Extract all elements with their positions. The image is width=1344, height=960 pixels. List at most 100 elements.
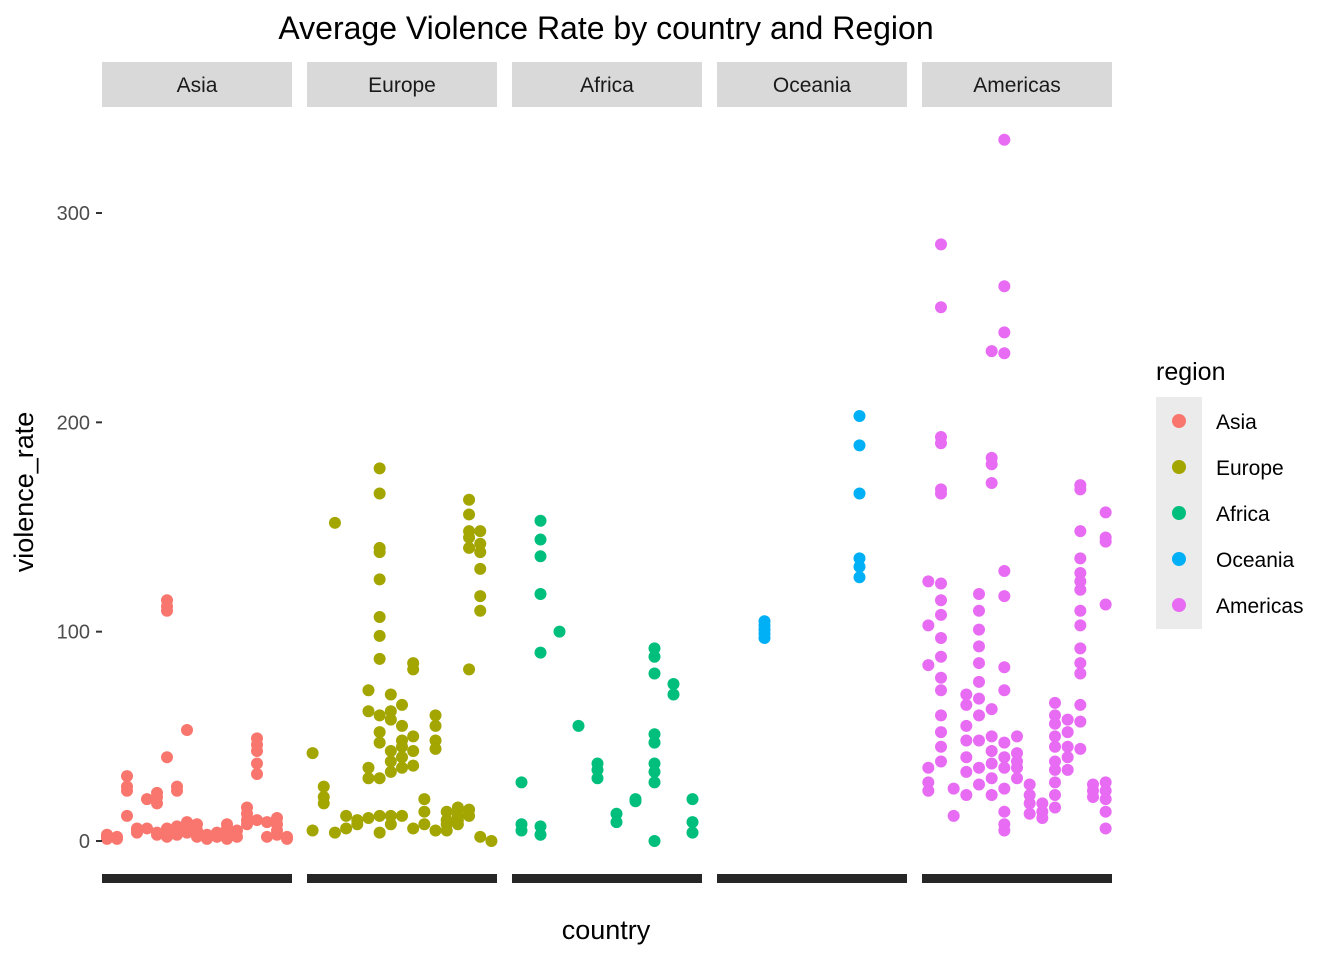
data-point <box>1036 811 1049 824</box>
data-point <box>362 705 375 718</box>
facet-strip-label: Americas <box>973 74 1061 97</box>
data-point <box>935 594 947 607</box>
data-point <box>960 688 973 701</box>
data-point <box>251 814 263 827</box>
y-axis-label: violence_rate <box>9 412 39 573</box>
data-point <box>534 828 547 841</box>
data-point <box>121 809 133 822</box>
data-point <box>998 782 1011 795</box>
data-point <box>1099 776 1112 789</box>
data-point <box>171 784 183 797</box>
data-point <box>985 345 998 358</box>
data-point <box>485 835 498 847</box>
data-point <box>351 818 364 831</box>
legend-items: Asia Europe Africa Oceania Americas <box>1172 411 1304 618</box>
data-point <box>317 797 330 810</box>
data-point <box>317 780 330 793</box>
data-point <box>1099 506 1112 519</box>
data-point <box>131 826 143 839</box>
data-point <box>121 784 133 797</box>
data-point <box>1099 822 1112 835</box>
data-point <box>985 703 998 716</box>
data-point <box>407 822 420 835</box>
data-point <box>161 751 173 764</box>
data-point <box>922 784 935 797</box>
data-point <box>648 728 661 741</box>
data-point <box>1074 642 1087 655</box>
data-point <box>922 619 935 632</box>
data-point <box>922 659 935 672</box>
data-point <box>474 830 487 843</box>
data-point <box>171 820 183 833</box>
data-point <box>998 736 1011 749</box>
data-point <box>362 761 375 774</box>
data-point <box>328 516 341 529</box>
data-point <box>1087 791 1099 804</box>
data-point <box>935 608 947 621</box>
facet-strip <box>307 62 497 107</box>
data-point <box>211 830 223 843</box>
data-point <box>396 719 408 732</box>
data-point <box>191 830 203 843</box>
data-point <box>340 822 353 835</box>
data-point <box>629 793 642 806</box>
data-point <box>534 646 547 659</box>
data-point <box>922 761 935 774</box>
data-point <box>384 744 397 757</box>
data-point <box>985 730 998 743</box>
facet-strip <box>512 62 702 107</box>
x-tick-marks <box>512 874 702 883</box>
data-point <box>373 652 386 665</box>
data-point <box>1061 763 1074 776</box>
data-point <box>221 832 233 845</box>
data-point <box>1074 604 1087 617</box>
data-point <box>1074 575 1087 588</box>
data-point <box>853 571 866 584</box>
data-point <box>853 439 866 452</box>
data-point <box>1036 797 1049 810</box>
data-point <box>474 546 487 559</box>
data-point <box>973 734 985 747</box>
data-point <box>261 830 273 843</box>
data-point <box>407 730 420 743</box>
y-tick-label: 100 <box>57 622 90 644</box>
data-point <box>935 671 947 684</box>
data-point <box>1074 667 1087 680</box>
legend-key <box>1172 598 1186 612</box>
data-point <box>251 744 263 757</box>
data-point <box>534 550 547 563</box>
legend-item-americas: Americas <box>1172 595 1304 618</box>
data-point <box>935 684 947 697</box>
legend-label: Oceania <box>1216 549 1295 572</box>
data-point <box>985 788 998 801</box>
data-point <box>998 805 1011 818</box>
data-point <box>998 133 1011 146</box>
data-point <box>251 757 263 770</box>
facet-asia: Asia <box>101 62 293 883</box>
data-point <box>1099 784 1112 797</box>
data-point <box>1049 763 1061 776</box>
data-point <box>340 809 353 822</box>
data-point <box>1023 788 1036 801</box>
x-tick-marks <box>307 874 497 883</box>
data-point <box>1074 715 1087 728</box>
data-point <box>373 462 386 475</box>
data-point <box>973 778 985 791</box>
data-point <box>281 832 293 845</box>
facet-strip <box>102 62 292 107</box>
data-point <box>1049 776 1061 789</box>
data-point <box>429 709 442 722</box>
data-point <box>648 776 661 789</box>
data-point <box>161 830 173 843</box>
data-point <box>853 552 866 565</box>
data-point <box>973 692 985 705</box>
data-point <box>463 809 476 822</box>
data-point <box>667 678 680 690</box>
facet-oceania: Oceania <box>717 62 907 883</box>
data-point <box>1074 552 1087 565</box>
data-point <box>384 818 397 831</box>
data-point <box>328 826 341 839</box>
legend-label: Africa <box>1216 503 1270 526</box>
data-point <box>922 575 935 588</box>
y-tick-label: 300 <box>57 203 90 225</box>
